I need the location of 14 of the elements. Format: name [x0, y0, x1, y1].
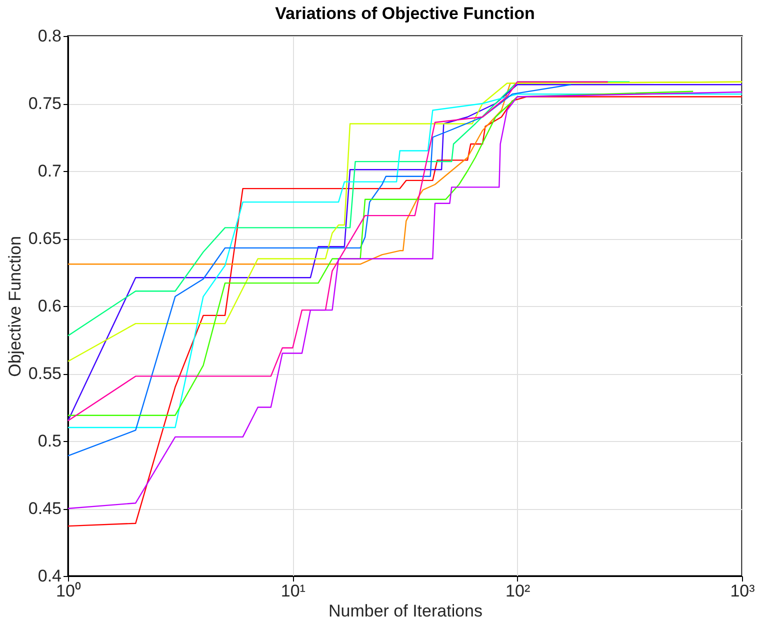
x-tick-label: 10¹: [280, 582, 306, 600]
y-tick-label: 0.7: [38, 162, 62, 180]
y-tick-label: 0.75: [28, 94, 62, 113]
chart-title: Variations of Objective Function: [275, 4, 535, 23]
x-axis-title: Number of Iterations: [328, 602, 483, 620]
y-tick-label: 0.5: [38, 432, 62, 450]
y-tick-label: 0.8: [38, 26, 62, 46]
y-axis-title: Objective Function: [5, 236, 24, 377]
y-tick-label: 0.55: [28, 364, 62, 383]
y-tick-label: 0.6: [38, 296, 62, 316]
x-tick-label: 10³: [730, 582, 756, 600]
x-tick-label: 10²: [506, 582, 530, 600]
y-tick-label: 0.65: [28, 229, 62, 248]
y-tick-label: 0.45: [28, 499, 62, 518]
